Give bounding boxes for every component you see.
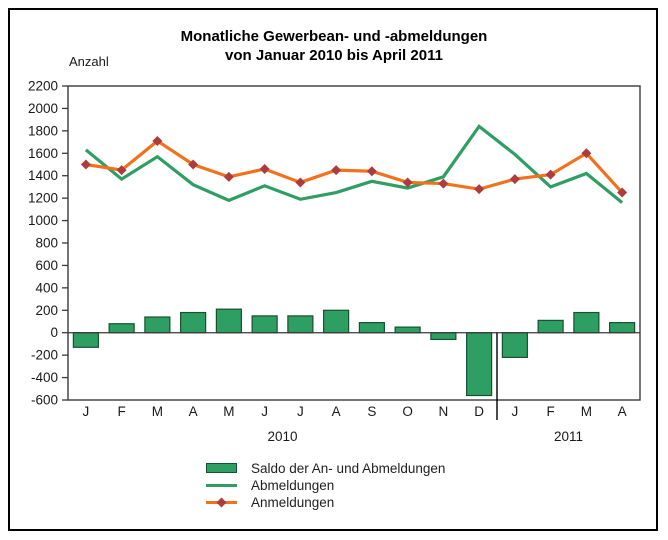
plot-border	[67, 85, 641, 401]
saldo-bars	[72, 308, 636, 397]
month-label: N	[439, 404, 449, 419]
diamond-marker-icon	[509, 174, 520, 185]
month-label: M	[581, 404, 592, 419]
figure-border	[8, 8, 658, 531]
saldo-bar	[358, 322, 385, 334]
y-tick-label: 1400	[28, 168, 58, 183]
saldo-bar	[287, 315, 314, 334]
month-label: F	[547, 404, 555, 419]
anmeldungen-line-swatch-icon	[206, 497, 237, 507]
year-labels: 2010 2011	[267, 429, 583, 444]
month-label: J	[261, 404, 268, 419]
y-tick-label: 2200	[28, 79, 58, 94]
month-label: J	[83, 404, 90, 419]
saldo-bar	[430, 332, 457, 341]
y-tick-label: -400	[31, 370, 58, 385]
saldo-bar	[251, 315, 278, 334]
y-tick-label: -600	[31, 393, 58, 408]
saldo-bar	[180, 311, 207, 334]
diamond-marker-icon	[581, 148, 592, 159]
month-label: A	[618, 404, 627, 419]
saldo-bar	[323, 309, 350, 334]
diamond-marker-icon	[617, 187, 628, 198]
saldo-bar	[72, 332, 99, 348]
y-tick-label: 2000	[28, 101, 58, 116]
diamond-marker-icon	[188, 159, 199, 170]
legend-label-anmeldungen: Anmeldungen	[251, 494, 335, 510]
legend-item-abmeldungen: Abmeldungen	[206, 477, 445, 493]
y-tick-label: 200	[35, 303, 58, 318]
month-label: J	[512, 404, 519, 419]
saldo-bar	[215, 308, 242, 334]
diamond-marker-icon	[438, 178, 449, 189]
legend-item-anmeldungen: Anmeldungen	[206, 494, 445, 510]
chart-title-line2: von Januar 2010 bis April 2011	[225, 47, 443, 64]
saldo-bar	[573, 311, 600, 334]
month-label: S	[367, 404, 376, 419]
y-tick-label: 800	[35, 236, 58, 251]
y-axis: -600 -400 -200 0 200 400 600 800 1000 1200 1400 160…	[28, 79, 68, 408]
legend-label-saldo: Saldo der An- und Abmeldungen	[251, 460, 446, 476]
month-label: F	[118, 404, 126, 419]
month-label: A	[332, 404, 341, 419]
saldo-bar	[501, 332, 528, 358]
legend-label-abmeldungen: Abmeldungen	[251, 477, 335, 493]
diamond-marker-icon	[223, 171, 234, 182]
anmeldungen-markers	[80, 135, 628, 198]
chart-title-line1: Monatliche Gewerbean- und -abmeldungen	[180, 28, 488, 45]
legend: Saldo der An- und Abmeldungen Abmeldunge…	[206, 460, 446, 510]
y-tick-label: 1600	[28, 146, 58, 161]
diamond-marker-icon	[402, 177, 413, 188]
month-label: O	[402, 404, 413, 419]
anmeldungen-line	[85, 138, 624, 194]
diamond-marker-icon	[474, 184, 485, 195]
month-label: M	[223, 404, 234, 419]
month-label: D	[474, 404, 484, 419]
diamond-marker-icon	[80, 159, 91, 170]
year-label-2011: 2011	[554, 429, 583, 444]
month-label: J	[297, 404, 304, 419]
y-tick-label: 400	[35, 280, 58, 295]
saldo-bar	[609, 322, 636, 334]
diamond-marker-icon	[216, 497, 227, 507]
saldo-bar-swatch-icon	[206, 463, 237, 473]
saldo-bar	[108, 323, 135, 334]
year-label-2010: 2010	[267, 429, 297, 444]
diamond-marker-icon	[259, 163, 270, 174]
month-label: M	[152, 404, 163, 419]
y-tick-label: 0	[50, 325, 58, 340]
chart-title: Monatliche Gewerbean- und -abmeldungen v…	[0, 27, 668, 65]
diamond-marker-icon	[545, 169, 556, 180]
y-axis-title: Anzahl	[69, 54, 109, 69]
abmeldungen-line	[84, 124, 624, 204]
saldo-bar	[394, 326, 421, 334]
legend-item-saldo: Saldo der An- und Abmeldungen	[206, 460, 446, 476]
diamond-marker-icon	[331, 165, 342, 176]
diamond-marker-icon	[366, 166, 377, 177]
saldo-bar	[144, 316, 171, 334]
month-label: A	[189, 404, 198, 419]
diamond-marker-icon	[116, 165, 127, 176]
y-tick-label: 600	[35, 258, 58, 273]
y-tick-label: -200	[31, 348, 58, 363]
saldo-bar	[537, 319, 564, 334]
y-tick-label: 1200	[28, 191, 58, 206]
abmeldungen-line-swatch-icon	[206, 483, 237, 487]
y-tick-label: 1800	[28, 123, 58, 138]
diamond-marker-icon	[152, 135, 163, 146]
saldo-bar	[466, 332, 493, 397]
diamond-marker-icon	[295, 177, 306, 188]
y-tick-label: 1000	[28, 213, 58, 228]
